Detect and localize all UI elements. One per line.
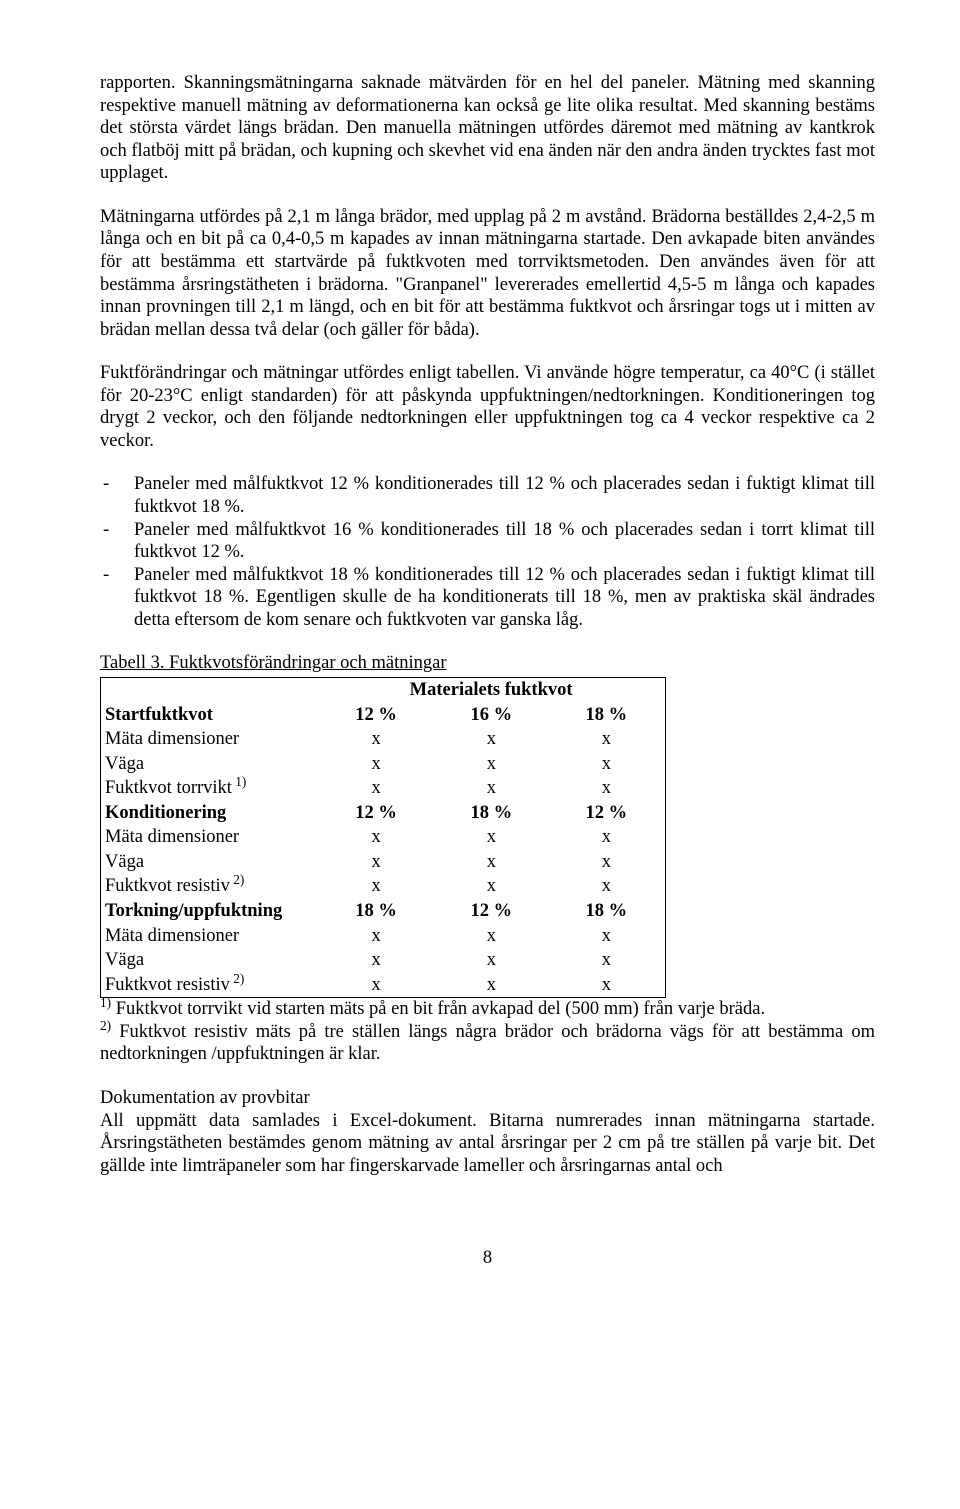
footnote-2-marker: 2) [100, 1018, 111, 1033]
table-corner [101, 677, 320, 702]
table-cell: x [550, 874, 665, 899]
table-cell: x [435, 752, 550, 777]
table-row-label: Väga [101, 752, 320, 777]
table-cell: x [319, 973, 434, 998]
table-row-label: Startfuktkvot [101, 703, 320, 728]
table-cell: x [550, 850, 665, 875]
table-cell: x [550, 825, 665, 850]
table-row-label: Mäta dimensioner [101, 924, 320, 949]
table-cell: x [319, 727, 434, 752]
table-superheader: Materialets fuktkvot [319, 677, 665, 702]
bullet-item-3: Paneler med målfuktkvot 18 % konditioner… [100, 564, 875, 632]
table-cell: 16 % [435, 703, 550, 728]
table-cell: x [435, 874, 550, 899]
table-cell: 18 % [435, 801, 550, 826]
table-cell: x [550, 973, 665, 998]
table-row-label: Väga [101, 850, 320, 875]
table-cell: x [550, 948, 665, 973]
page-number: 8 [100, 1247, 875, 1270]
bullet-item-1: Paneler med målfuktkvot 12 % konditioner… [100, 473, 875, 518]
table-row-label: Torkning/uppfuktning [101, 899, 320, 924]
table-footnotes: 1) Fuktkvot torrvikt vid starten mäts på… [100, 998, 875, 1066]
table-cell: x [319, 924, 434, 949]
table-row-label: Konditionering [101, 801, 320, 826]
table-cell: x [435, 973, 550, 998]
bullet-item-2: Paneler med målfuktkvot 16 % konditioner… [100, 519, 875, 564]
table-cell: x [435, 727, 550, 752]
table-cell: x [435, 850, 550, 875]
table-cell: 12 % [319, 703, 434, 728]
paragraph-3: Fuktförändringar och mätningar utfördes … [100, 362, 875, 452]
table-caption: Tabell 3. Fuktkvotsförändringar och mätn… [100, 652, 875, 675]
table-cell: x [319, 948, 434, 973]
table-cell: x [435, 776, 550, 801]
table-row-label: Fuktkvot resistiv 2) [101, 874, 320, 899]
table-cell: x [435, 924, 550, 949]
footnote-1: 1) Fuktkvot torrvikt vid starten mäts på… [100, 998, 875, 1021]
table-cell: 18 % [550, 703, 665, 728]
footnote-2: 2) Fuktkvot resistiv mäts på tre ställen… [100, 1021, 875, 1066]
table-cell: x [319, 850, 434, 875]
data-table: Materialets fuktkvot Startfuktkvot12 %16… [100, 677, 666, 998]
table-cell: x [319, 825, 434, 850]
doc-heading: Dokumentation av provbitar [100, 1087, 875, 1110]
table-row-label: Mäta dimensioner [101, 825, 320, 850]
table-cell: x [550, 924, 665, 949]
table-cell: x [550, 752, 665, 777]
table-cell: x [319, 776, 434, 801]
bullet-list: Paneler med målfuktkvot 12 % konditioner… [100, 473, 875, 631]
table-cell: 12 % [319, 801, 434, 826]
table-row-label: Mäta dimensioner [101, 727, 320, 752]
table-cell: x [319, 752, 434, 777]
table-cell: x [435, 825, 550, 850]
table-cell: x [550, 776, 665, 801]
paragraph-2: Mätningarna utfördes på 2,1 m långa bräd… [100, 206, 875, 341]
paragraph-1: rapporten. Skanningsmätningarna saknade … [100, 72, 875, 185]
table-cell: 18 % [550, 899, 665, 924]
footnote-1-marker: 1) [100, 995, 111, 1010]
table-cell: x [435, 948, 550, 973]
table-row-label: Väga [101, 948, 320, 973]
table-row-label: Fuktkvot torrvikt 1) [101, 776, 320, 801]
table-cell: 12 % [550, 801, 665, 826]
table-cell: 12 % [435, 899, 550, 924]
table-cell: 18 % [319, 899, 434, 924]
paragraph-4: All uppmätt data samlades i Excel-dokume… [100, 1110, 875, 1178]
table-cell: x [319, 874, 434, 899]
table-row-label: Fuktkvot resistiv 2) [101, 973, 320, 998]
table-cell: x [550, 727, 665, 752]
